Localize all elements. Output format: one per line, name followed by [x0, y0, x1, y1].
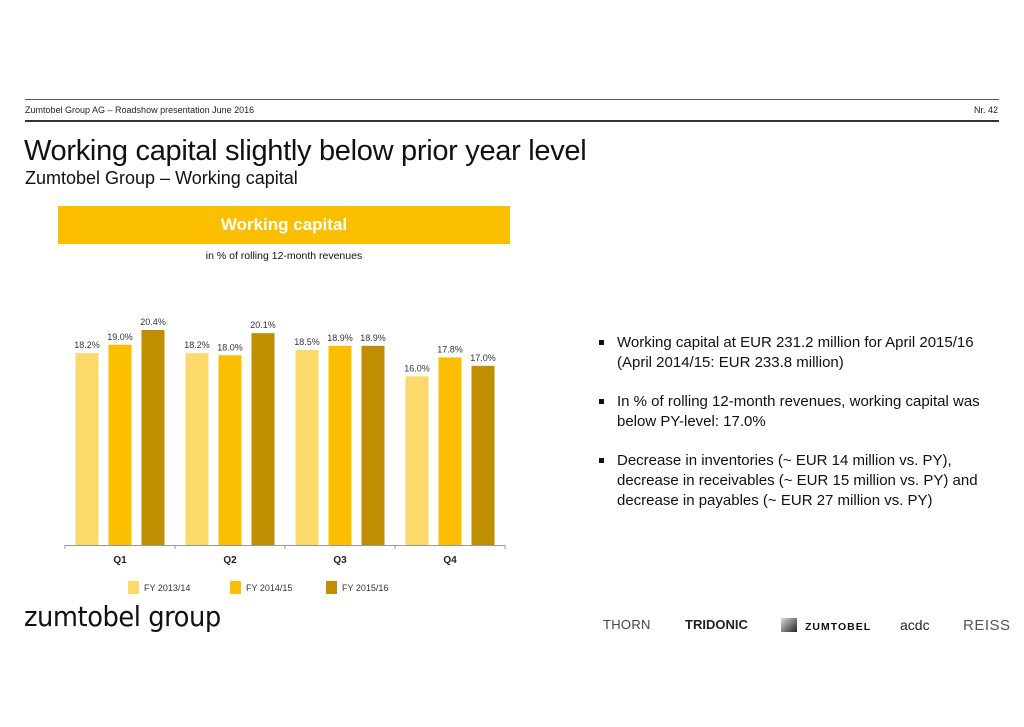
bar	[328, 345, 352, 545]
bullet-item: Working capital at EUR 231.2 million for…	[598, 333, 998, 373]
bar	[471, 365, 495, 545]
bar	[108, 344, 132, 545]
data-label: 18.9%	[327, 333, 353, 343]
bar	[405, 376, 429, 545]
brand-logo-reiss: REISS	[963, 617, 1011, 634]
data-label: 17.8%	[437, 344, 463, 354]
legend-swatch	[128, 581, 139, 594]
zumtobel-group-logo: zumtobel group	[24, 600, 221, 633]
chart-title: Working capital	[220, 215, 348, 234]
brand-logo-tridonic: TRIDONIC	[685, 617, 748, 632]
bullet-item: Decrease in inventories (~ EUR 14 millio…	[598, 451, 998, 511]
legend-label: FY 2015/16	[342, 583, 388, 593]
bar	[218, 355, 242, 545]
data-label: 18.5%	[294, 337, 320, 347]
header-top-rule	[25, 99, 999, 100]
brand-logo-thorn: THORN	[603, 617, 651, 632]
legend-swatch	[326, 581, 337, 594]
data-label: 18.2%	[184, 340, 210, 350]
data-label: 20.1%	[250, 320, 276, 330]
bar	[75, 353, 99, 545]
legend-label: FY 2014/15	[246, 583, 292, 593]
data-label: 18.0%	[217, 342, 243, 352]
legend-swatch	[230, 581, 241, 594]
bullet-square-icon	[599, 340, 604, 345]
bullet-square-icon	[599, 458, 604, 463]
page-number: Nr. 42	[973, 105, 998, 115]
page-title: Working capital slightly below prior yea…	[24, 135, 587, 167]
bar	[251, 333, 275, 545]
category-label: Q2	[223, 555, 237, 566]
bullet-square-icon	[599, 399, 604, 404]
legend-label: FY 2013/14	[144, 583, 190, 593]
header-presentation-title: Zumtobel Group AG – Roadshow presentatio…	[25, 105, 255, 115]
page-subtitle: Zumtobel Group – Working capital	[25, 168, 298, 188]
data-label: 16.0%	[404, 363, 430, 373]
category-label: Q3	[333, 555, 347, 566]
data-label: 19.0%	[107, 332, 133, 342]
bar	[295, 350, 319, 545]
brand-logo-zumtobel: ZUMTOBEL	[781, 617, 871, 633]
data-label: 18.9%	[360, 333, 386, 343]
zumtobel-mark-icon	[781, 618, 797, 632]
header-bottom-rule	[25, 120, 999, 122]
chart-subtitle: in % of rolling 12-month revenues	[205, 250, 363, 262]
data-label: 17.0%	[470, 353, 496, 363]
bar	[361, 345, 385, 545]
category-label: Q1	[113, 555, 127, 566]
bar	[141, 330, 165, 545]
bar	[438, 357, 462, 545]
bar	[185, 353, 209, 545]
data-label: 20.4%	[140, 317, 166, 327]
category-label: Q4	[443, 555, 457, 566]
brand-logo-acdc: acdc	[900, 617, 930, 633]
bullet-item: In % of rolling 12-month revenues, worki…	[598, 392, 998, 432]
chart-title-banner: Working capital	[58, 206, 510, 244]
bullet-list: Working capital at EUR 231.2 million for…	[598, 333, 998, 530]
data-label: 18.2%	[74, 340, 100, 350]
